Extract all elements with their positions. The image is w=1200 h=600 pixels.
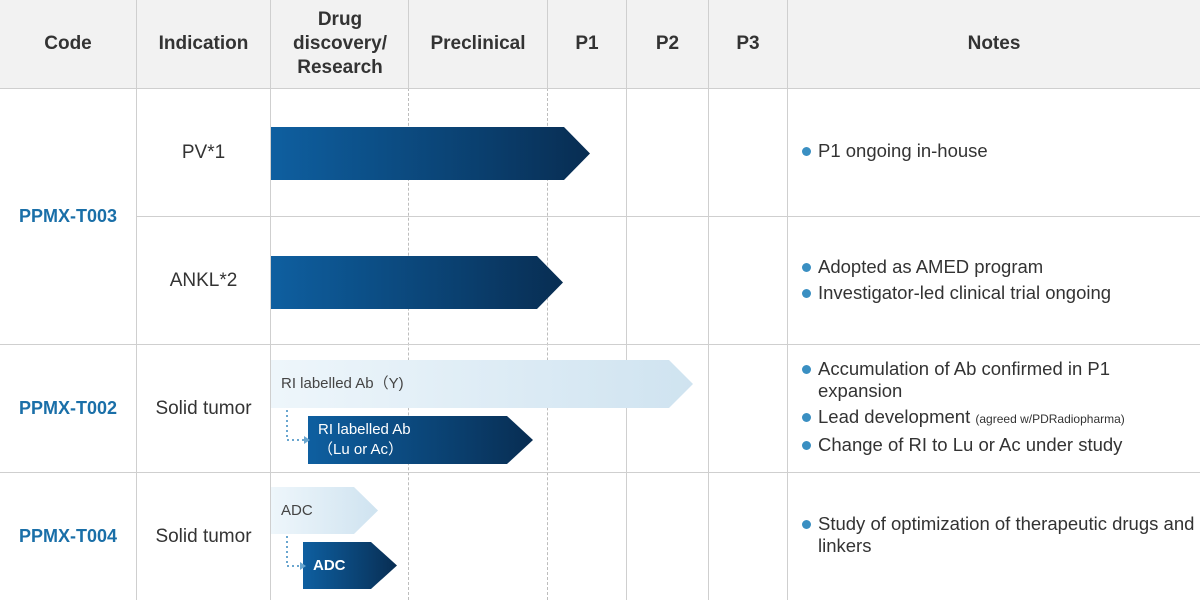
header-preclinical: Preclinical xyxy=(430,33,526,54)
table-header xyxy=(0,0,1200,88)
indication-ankl: ANKL*2 xyxy=(169,269,238,291)
bar-label: RI labelled Ab xyxy=(318,421,411,438)
code-ppmx-t003: PPMX-T003 xyxy=(18,206,118,226)
bullet-icon xyxy=(802,289,811,298)
code-ppmx-t002: PPMX-T002 xyxy=(18,398,118,418)
divider xyxy=(547,0,548,88)
header-code: Code xyxy=(44,33,92,54)
note-item: Change of RI to Lu or Ac under study xyxy=(800,434,1195,456)
bar-label: RI labelled Ab（Y) xyxy=(281,375,404,392)
divider xyxy=(708,0,709,600)
bullet-icon xyxy=(802,263,811,272)
divider xyxy=(0,88,1200,89)
header-p1: P1 xyxy=(575,33,599,54)
bullet-icon xyxy=(802,147,811,156)
header-p3: P3 xyxy=(736,33,760,54)
header-p2: P2 xyxy=(655,33,680,54)
divider xyxy=(136,0,137,600)
note-small: (agreed w/PDRadiopharma) xyxy=(975,412,1125,426)
note-item: Investigator-led clinical trial ongoing xyxy=(800,282,1195,304)
bar-label: （Lu or Ac） xyxy=(318,441,404,458)
divider xyxy=(270,0,271,600)
connector-arrow-icon xyxy=(286,410,310,444)
note-item: Study of optimization of therapeutic dru… xyxy=(800,513,1195,557)
note-item: P1 ongoing in-house xyxy=(800,140,1195,162)
note-item: Adopted as AMED program xyxy=(800,256,1195,278)
header-notes: Notes xyxy=(967,33,1021,54)
divider xyxy=(408,0,409,88)
note-item: Accumulation of Ab confirmed in P1 expan… xyxy=(800,358,1195,402)
progress-bar-ankl xyxy=(271,256,563,309)
indication-pv: PV*1 xyxy=(181,141,226,163)
bullet-icon xyxy=(802,365,811,374)
progress-bar-pv xyxy=(271,127,590,180)
bullet-icon xyxy=(802,441,811,450)
header-indication: Indication xyxy=(158,33,249,54)
divider xyxy=(136,216,1200,217)
note-item: Lead development (agreed w/PDRadiopharma… xyxy=(800,406,1195,430)
bullet-icon xyxy=(802,413,811,422)
notes-t002: Accumulation of Ab confirmed in P1 expan… xyxy=(800,358,1195,460)
divider xyxy=(0,344,1200,345)
divider xyxy=(0,472,1200,473)
bar-label: ADC xyxy=(313,556,346,574)
notes-pv: P1 ongoing in-house xyxy=(800,140,1195,166)
header-drug-discovery: Drug discovery/ Research xyxy=(293,9,387,78)
divider xyxy=(626,0,627,600)
progress-bar-ri-lu-ac: RI labelled Ab （Lu or Ac） xyxy=(308,416,533,464)
progress-bar-ri-y: RI labelled Ab（Y) xyxy=(271,360,693,408)
divider xyxy=(787,0,788,600)
bullet-icon xyxy=(802,520,811,529)
notes-t004: Study of optimization of therapeutic dru… xyxy=(800,513,1195,561)
progress-bar-adc: ADC xyxy=(303,542,397,589)
connector-arrow-icon xyxy=(286,536,306,570)
progress-bar-adc-discovery: ADC xyxy=(271,487,378,534)
indication-solid-tumor: Solid tumor xyxy=(155,525,252,547)
indication-solid-tumor: Solid tumor xyxy=(155,397,252,419)
code-ppmx-t004: PPMX-T004 xyxy=(18,526,118,546)
bar-label: ADC xyxy=(281,501,313,519)
notes-ankl: Adopted as AMED program Investigator-led… xyxy=(800,256,1195,308)
